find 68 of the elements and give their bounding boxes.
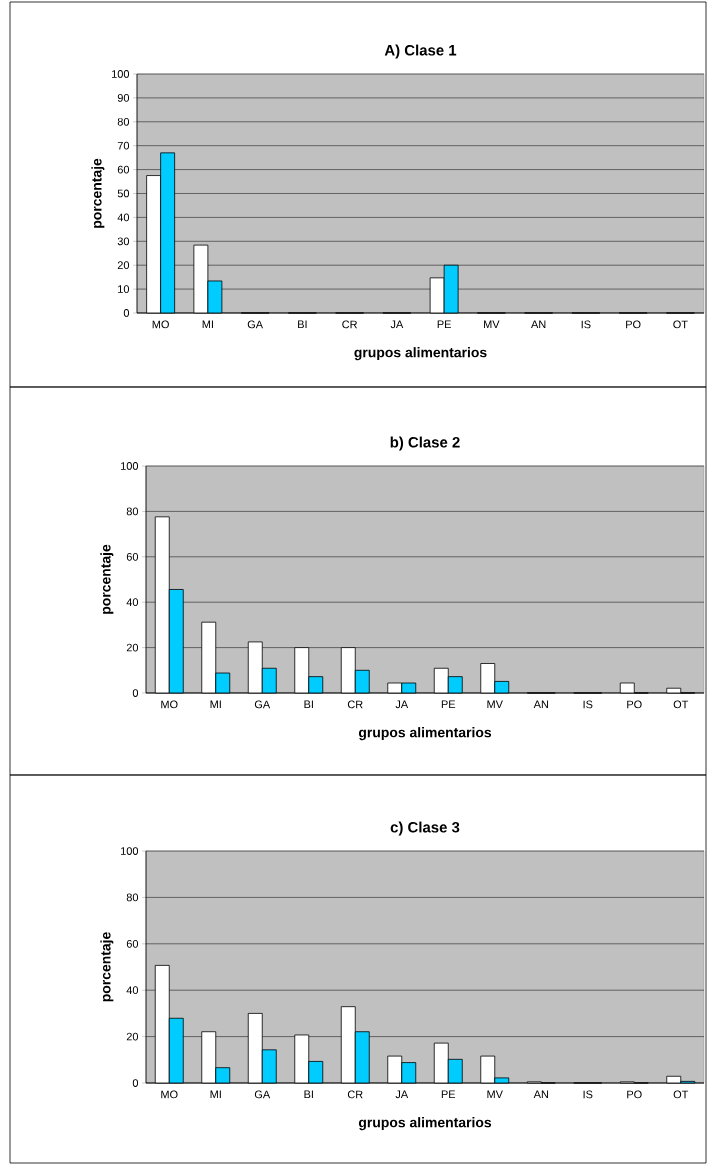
x-tick-label: MV (484, 320, 500, 329)
x-tick-label: GA (247, 320, 264, 329)
x-tick-label: PE (441, 1090, 456, 1099)
chart-title: b) Clase 2 (390, 436, 460, 451)
x-tick-label: CR (347, 700, 363, 709)
y-tick-label: 10 (118, 285, 130, 293)
x-tick-label: CR (342, 320, 358, 329)
y-tick-label: 80 (117, 117, 130, 126)
x-tick-label: JA (390, 320, 404, 329)
x-tick-label: PE (441, 700, 456, 709)
x-tick-label: JA (395, 700, 409, 709)
y-tick-label: 60 (126, 552, 139, 561)
x-tick-label: OT (673, 1090, 689, 1099)
x-tick-label: MV (487, 700, 503, 709)
x-axis-title: grupos alimentarios (354, 347, 487, 361)
x-tick-label: MI (210, 700, 221, 709)
x-tick-label: MO (152, 320, 169, 329)
y-tick-label: 30 (117, 237, 130, 246)
x-tick-label: MO (161, 1090, 178, 1099)
y-tick-label: 20 (126, 1032, 139, 1041)
y-tick-label: 80 (126, 893, 139, 902)
x-tick-label: MO (161, 700, 178, 709)
x-tick-label: GA (254, 1090, 271, 1099)
y-tick-label: 50 (117, 189, 130, 198)
x-tick-label: IS (583, 700, 593, 709)
x-tick-label: BI (304, 1090, 313, 1099)
x-tick-label: IS (583, 1090, 593, 1099)
y-tick-label: 70 (117, 141, 130, 150)
x-tick-label: GA (254, 700, 271, 709)
x-tick-label: AN (531, 320, 546, 329)
y-tick-label: 60 (126, 939, 139, 948)
x-tick-label: CR (347, 1090, 363, 1099)
y-tick-label: 20 (126, 643, 139, 652)
x-tick-label: JA (395, 1090, 409, 1099)
y-tick-label: 60 (117, 165, 130, 174)
x-tick-label: MV (487, 1090, 503, 1099)
y-tick-label: 40 (117, 213, 130, 222)
x-tick-label: PO (627, 1090, 642, 1099)
y-tick-label: 90 (117, 94, 130, 102)
x-tick-label: OT (673, 320, 688, 329)
x-tick-label: PO (627, 700, 642, 709)
x-axis-title: grupos alimentarios (358, 727, 492, 741)
y-tick-label: 40 (126, 598, 139, 607)
y-tick-label: 80 (126, 507, 139, 516)
x-tick-label: AN (533, 1090, 548, 1099)
y-axis-title: porcentaje (91, 158, 105, 228)
x-tick-label: AN (533, 700, 548, 709)
x-tick-label: IS (581, 320, 591, 329)
x-tick-label: PE (437, 320, 451, 329)
x-tick-label: PO (626, 320, 641, 329)
chart-title: A) Clase 1 (384, 44, 457, 59)
x-axis-title: grupos alimentarios (358, 1117, 492, 1131)
y-axis-title: porcentaje (100, 932, 114, 1002)
y-tick-label: 100 (121, 847, 139, 855)
y-tick-label: 20 (117, 261, 130, 270)
y-tick-label: 0 (132, 689, 139, 697)
x-tick-label: BI (304, 700, 313, 709)
y-axis-title: porcentaje (100, 544, 114, 614)
y-tick-label: 100 (121, 462, 139, 470)
chart-title: c) Clase 3 (390, 821, 460, 836)
x-tick-label: MI (202, 320, 213, 329)
y-tick-label: 0 (132, 1079, 139, 1087)
y-tick-label: 100 (112, 70, 130, 78)
y-tick-label: 0 (123, 309, 130, 317)
x-tick-label: MI (210, 1090, 221, 1099)
x-tick-label: OT (673, 700, 689, 709)
x-tick-label: BI (298, 320, 307, 329)
y-tick-label: 40 (126, 986, 139, 995)
